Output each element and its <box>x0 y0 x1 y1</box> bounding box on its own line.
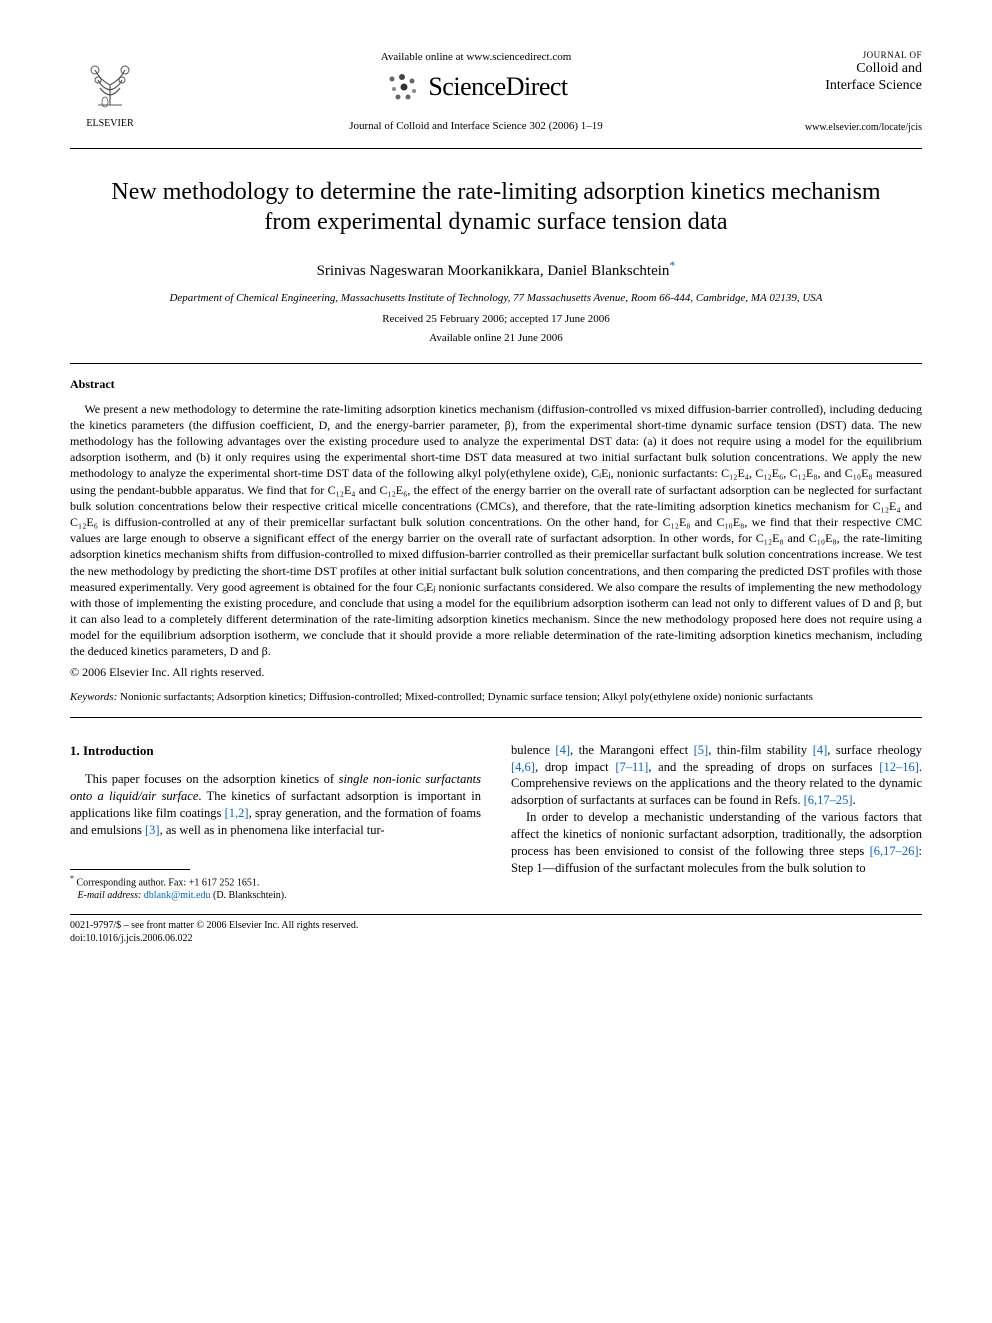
header-rule <box>70 148 922 149</box>
text-fragment: , thin-film stability <box>708 743 812 757</box>
text-fragment: , and the spreading of drops on surfaces <box>648 760 879 774</box>
sciencedirect-logo: ScienceDirect <box>170 69 782 105</box>
keywords-text: Nonionic surfactants; Adsorption kinetic… <box>117 691 813 703</box>
text-fragment: , drop impact <box>535 760 615 774</box>
footer-line1: 0021-9797/$ – see front matter © 2006 El… <box>70 919 922 932</box>
author-names: Srinivas Nageswaran Moorkanikkara, Danie… <box>317 263 670 279</box>
right-column: bulence [4], the Marangoni effect [5], t… <box>511 742 922 902</box>
intro-para-1-left: This paper focuses on the adsorption kin… <box>70 771 481 839</box>
authors: Srinivas Nageswaran Moorkanikkara, Danie… <box>70 257 922 281</box>
journal-url[interactable]: www.elsevier.com/locate/jcis <box>802 122 922 134</box>
sciencedirect-text: ScienceDirect <box>428 69 567 104</box>
elsevier-tree-icon <box>80 50 140 110</box>
available-online-text: Available online at www.sciencedirect.co… <box>170 50 782 65</box>
footer-rule <box>70 914 922 915</box>
text-fragment: This paper focuses on the adsorption kin… <box>85 772 339 786</box>
footer-line2: doi:10.1016/j.jcis.2006.06.022 <box>70 932 922 945</box>
keywords-label: Keywords: <box>70 691 117 703</box>
center-header: Available online at www.sciencedirect.co… <box>150 50 802 140</box>
journal-title-block: JOURNAL OF Colloid and Interface Science… <box>802 50 922 134</box>
citation-link[interactable]: [4,6] <box>511 760 535 774</box>
citation-link[interactable]: [4] <box>813 743 828 757</box>
abstract-bottom-rule <box>70 717 922 718</box>
citation-link[interactable]: [6,17–25] <box>804 793 853 807</box>
elsevier-logo-block: ELSEVIER <box>70 50 150 130</box>
intro-heading: 1. Introduction <box>70 742 481 760</box>
abstract-copyright: © 2006 Elsevier Inc. All rights reserved… <box>70 664 922 680</box>
journal-title-line2: Interface Science <box>802 78 922 95</box>
online-date: Available online 21 June 2006 <box>70 331 922 346</box>
email-author: (D. Blankschtein). <box>211 890 287 901</box>
corr-author-text: Corresponding author. Fax: +1 617 252 16… <box>77 877 260 888</box>
email-label: E-mail address: <box>78 890 142 901</box>
elsevier-label: ELSEVIER <box>70 117 150 131</box>
text-fragment: , surface rheology <box>827 743 922 757</box>
left-column: 1. Introduction This paper focuses on th… <box>70 742 481 902</box>
journal-title-small: JOURNAL OF <box>802 50 922 61</box>
citation-link[interactable]: [12–16] <box>879 760 919 774</box>
sciencedirect-icon <box>384 69 420 105</box>
received-date: Received 25 February 2006; accepted 17 J… <box>70 312 922 327</box>
citation-link[interactable]: [6,17–26] <box>870 844 919 858</box>
email-link[interactable]: dblank@mit.edu <box>144 890 211 901</box>
footnote-rule <box>70 869 190 870</box>
journal-citation: Journal of Colloid and Interface Science… <box>170 119 782 134</box>
text-fragment: , as well as in phenomena like interfaci… <box>160 823 385 837</box>
text-fragment: In order to develop a mechanistic unders… <box>511 810 922 858</box>
affiliation: Department of Chemical Engineering, Mass… <box>70 291 922 306</box>
journal-title-line1: Colloid and <box>802 61 922 78</box>
corresponding-marker[interactable]: * <box>669 258 675 272</box>
intro-para-2-right: In order to develop a mechanistic unders… <box>511 809 922 877</box>
paper-title: New methodology to determine the rate-li… <box>100 177 892 237</box>
page-header: ELSEVIER Available online at www.science… <box>70 50 922 140</box>
corresponding-footnote: * Corresponding author. Fax: +1 617 252 … <box>70 874 481 902</box>
citation-link[interactable]: [1,2] <box>225 806 249 820</box>
abstract-body: We present a new methodology to determin… <box>70 401 922 660</box>
footnote-star-icon: * <box>70 874 74 883</box>
text-fragment: . <box>853 793 856 807</box>
citation-link[interactable]: [3] <box>145 823 160 837</box>
text-fragment: , the Marangoni effect <box>570 743 694 757</box>
text-fragment: bulence <box>511 743 555 757</box>
abstract-top-rule <box>70 363 922 364</box>
citation-link[interactable]: [5] <box>694 743 709 757</box>
intro-para-1-right: bulence [4], the Marangoni effect [5], t… <box>511 742 922 810</box>
keywords: Keywords: Nonionic surfactants; Adsorpti… <box>70 690 922 705</box>
citation-link[interactable]: [7–11] <box>615 760 648 774</box>
body-columns: 1. Introduction This paper focuses on th… <box>70 742 922 902</box>
abstract-heading: Abstract <box>70 376 922 392</box>
citation-link[interactable]: [4] <box>555 743 570 757</box>
